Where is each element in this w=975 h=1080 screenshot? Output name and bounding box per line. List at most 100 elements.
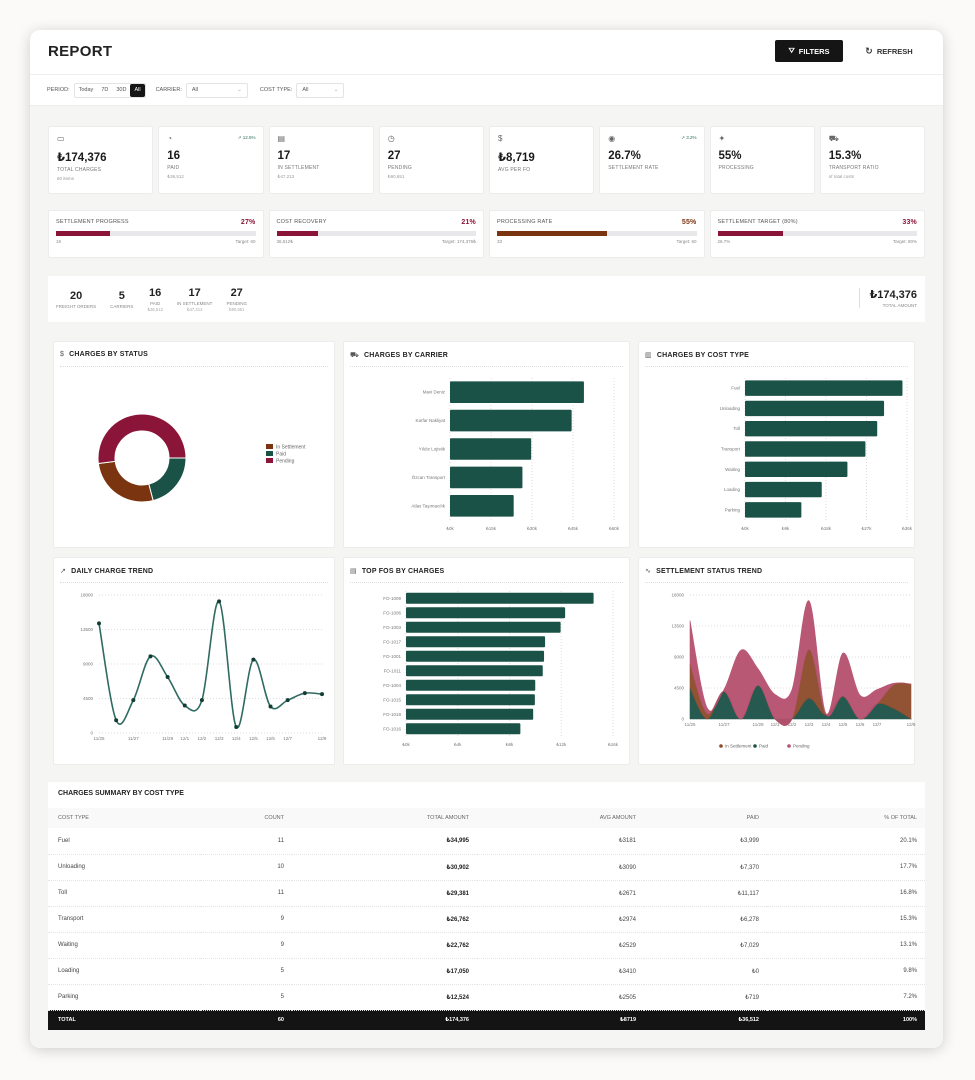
- refresh-label: REFRESH: [876, 46, 913, 56]
- x-tick-label: 12/7: [873, 722, 882, 727]
- stat-value: 5: [118, 289, 125, 302]
- progress-target: Target: 80%: [892, 239, 917, 244]
- x-tick-label: 12/5: [249, 736, 258, 741]
- total-cell: ₺174,376: [292, 1010, 477, 1030]
- clock-icon: ◷: [387, 134, 395, 143]
- kpi-value: ₺8,719: [498, 152, 535, 164]
- filters-label: FILTERS: [798, 46, 830, 56]
- data-point: [251, 657, 256, 662]
- kpi-sub: ₺47,213: [277, 174, 295, 179]
- chart-daily-charge-trend: ↗ DAILY CHARGE TREND 0 4500 9000 13500 18000 1…: [53, 557, 335, 765]
- period-all[interactable]: All: [130, 83, 145, 97]
- progress-footer: 36,512₺ Target: 174,376₺: [277, 239, 477, 245]
- column-header: AVG AMOUNT: [477, 808, 644, 828]
- summary-stat: 27 PENDING ₺90,651: [226, 287, 247, 312]
- y-tick-label: 4500: [674, 686, 685, 691]
- stat-sub: ₺90,651: [228, 306, 245, 312]
- category-label: FO-1006: [383, 610, 401, 615]
- x-tick-label: 12/4: [822, 722, 831, 727]
- refresh-button[interactable]: ↻ REFRESH: [858, 40, 920, 62]
- progress-footer: 26.7% Target: 80%: [718, 239, 918, 244]
- legend-swatch: [266, 458, 273, 463]
- x-tick-label: 12/2: [198, 736, 207, 741]
- chart-title: TOP FOS BY CHARGES: [361, 567, 445, 575]
- category-label: Toll: [733, 426, 740, 431]
- bar: [406, 592, 594, 604]
- bar: [450, 409, 572, 432]
- cost-type-select[interactable]: All ⌄: [296, 82, 345, 98]
- report-page: REPORT ⛛ FILTERS ↻ REFRESH PERIOD: Today 7…: [30, 30, 943, 1048]
- tick-label: ₺9k: [782, 526, 790, 531]
- table-cell: 11: [200, 880, 292, 907]
- total-amount-value: ₺174,376: [869, 289, 917, 301]
- kpi-label: PROCESSING: [718, 165, 754, 171]
- carrier-select[interactable]: All ⌄: [185, 82, 248, 98]
- table-cell: ₺22,762: [292, 932, 477, 959]
- chart-title: CHARGES BY CARRIER: [364, 352, 448, 359]
- progress-footer: 33 Target: 60: [497, 239, 697, 244]
- y-tick-label: 9000: [674, 655, 685, 660]
- bar: [745, 481, 822, 498]
- legend-marker: [787, 744, 791, 748]
- kpi-value: 26.7%: [608, 150, 641, 162]
- kpi-card: ⛟ 15.3% TRANSPORT RATIO of total costs: [819, 126, 925, 194]
- bar: [406, 607, 566, 619]
- legend-swatch: [266, 444, 273, 449]
- data-point: [320, 692, 324, 697]
- progress-percent: 21%: [461, 219, 476, 226]
- y-tick-label: 4500: [83, 696, 94, 701]
- category-label: Unloading: [720, 406, 741, 411]
- progress-header: SETTLEMENT TARGET (80%) 33%: [718, 219, 918, 226]
- category-label: FO-1004: [383, 683, 401, 688]
- progress-current: 36,512₺: [276, 239, 294, 244]
- funnel-icon: ⛛: [788, 46, 795, 55]
- carrier-label: CARRIER:: [155, 87, 182, 93]
- progress-target: Target: 174,376₺: [441, 239, 476, 244]
- bar: [450, 438, 532, 460]
- column-header: COUNT: [200, 808, 292, 828]
- period-today[interactable]: Today: [78, 86, 94, 93]
- table-cell: 5: [200, 984, 292, 1011]
- donut-slice: [97, 460, 154, 503]
- kpi-card: ◷ 27 PENDING ₺90,651: [378, 126, 484, 194]
- table-row: Unloading 10 ₺30,902 ₺3090 ₺7,370 17.7%: [48, 854, 925, 881]
- table-cell: 16.8%: [767, 880, 925, 907]
- kpi-value: 15.3%: [828, 150, 862, 162]
- table-cell: ₺26,762: [292, 906, 477, 933]
- kpi-cards: ▭ ₺174,376 TOTAL CHARGES 60 items ◔ ↗ 12.5% 16…: [48, 126, 925, 194]
- y-tick-label: 0: [90, 731, 93, 736]
- dollar-icon: $: [60, 351, 65, 358]
- bar-chart-icon: ▥: [645, 352, 652, 359]
- filters-button[interactable]: ⛛ FILTERS: [775, 40, 843, 62]
- x-tick-label: 12/6: [266, 736, 275, 741]
- total-cell: ₺8719: [477, 1010, 644, 1030]
- truck-icon: ⛟: [828, 134, 839, 143]
- period-7d[interactable]: 7D: [101, 86, 109, 93]
- legend-label: Paid: [759, 744, 769, 749]
- progress-fill: [56, 231, 110, 236]
- bar: [745, 400, 885, 417]
- category-label: Loading: [724, 487, 741, 492]
- bar: [406, 650, 545, 662]
- progress-card: PROCESSING RATE 55% 33 Target: 60: [489, 210, 705, 258]
- bar: [745, 421, 878, 437]
- chart-top-fos: ▤ TOP FOS BY CHARGES ₺0k ₺4k ₺8k ₺12k ₺16k FO-…: [343, 557, 630, 765]
- progress-bar: [276, 231, 476, 236]
- cost-type-label: COST TYPE:: [259, 87, 293, 93]
- period-30d[interactable]: 30D: [116, 86, 127, 93]
- kpi-sub: ₺90,651: [387, 174, 405, 179]
- category-label: Mavi Deniz: [423, 390, 446, 395]
- table-cell: ₺2974: [477, 906, 644, 933]
- bar: [450, 495, 514, 517]
- tick-label: ₺4k: [454, 742, 462, 747]
- table-cell: 20.1%: [767, 828, 925, 855]
- category-label: FO-1015: [383, 697, 401, 702]
- progress-current: 26.7%: [717, 239, 731, 244]
- x-tick-label: 11/25: [685, 722, 696, 727]
- data-point: [114, 718, 119, 723]
- chevron-down-icon: ⌄: [237, 87, 242, 93]
- stat-sub: ₺47,213: [186, 306, 203, 312]
- tick-label: ₺30k: [527, 526, 538, 531]
- bar: [406, 694, 535, 706]
- table-cell: ₺3181: [477, 828, 644, 855]
